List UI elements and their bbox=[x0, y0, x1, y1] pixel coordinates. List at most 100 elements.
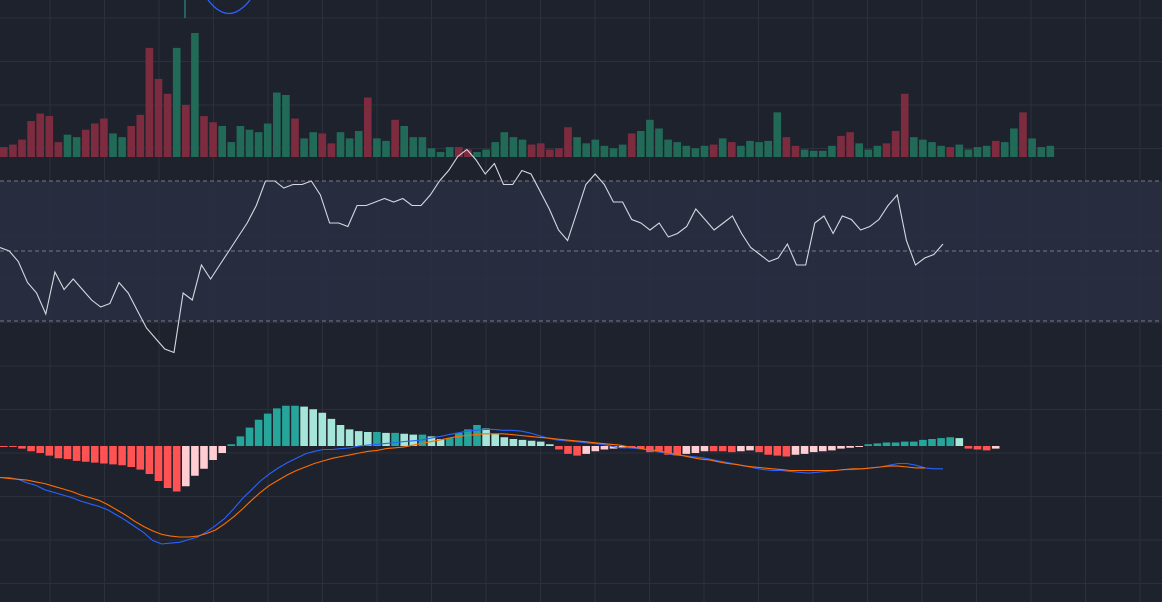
macd-histogram-bar bbox=[445, 438, 454, 446]
macd-histogram-bar bbox=[336, 425, 345, 446]
volume-bar bbox=[354, 130, 363, 157]
volume-bar bbox=[464, 149, 472, 157]
macd-histogram-bar bbox=[464, 429, 472, 446]
volume-bar bbox=[1046, 145, 1055, 157]
volume-bar bbox=[1001, 142, 1009, 157]
volume-bar bbox=[209, 122, 217, 157]
macd-histogram-bar bbox=[691, 446, 700, 453]
macd-histogram-bar bbox=[637, 446, 645, 449]
volume-bar bbox=[500, 132, 509, 157]
volume-bar bbox=[809, 150, 818, 157]
volume-bar bbox=[846, 132, 854, 157]
macd-histogram-bar bbox=[600, 446, 609, 450]
volume-bar bbox=[600, 145, 609, 157]
macd-histogram-bar bbox=[318, 412, 327, 446]
volume-bar bbox=[919, 139, 927, 157]
volume-bar bbox=[318, 133, 327, 157]
macd-histogram-bar bbox=[819, 446, 827, 452]
volume-bar bbox=[127, 126, 135, 157]
macd-histogram-bar bbox=[245, 427, 254, 446]
macd-histogram-bar bbox=[254, 419, 263, 446]
macd-histogram-bar bbox=[482, 428, 490, 446]
volume-bar bbox=[145, 47, 154, 157]
macd-histogram-bar bbox=[928, 439, 936, 446]
volume-bar bbox=[436, 152, 445, 157]
macd-histogram-bar bbox=[910, 441, 918, 446]
volume-bar bbox=[1037, 147, 1045, 157]
macd-histogram-bar bbox=[564, 446, 572, 454]
volume-bar bbox=[764, 140, 772, 157]
macd-histogram-bar bbox=[782, 446, 791, 457]
volume-bar bbox=[100, 118, 108, 157]
volume-bar bbox=[45, 116, 54, 157]
volume-bar bbox=[400, 126, 408, 157]
macd-histogram-bar bbox=[455, 432, 463, 446]
macd-histogram-bar bbox=[400, 433, 408, 446]
macd-histogram-bar bbox=[618, 446, 627, 448]
macd-histogram-bar bbox=[81, 446, 90, 462]
volume-bar bbox=[118, 137, 126, 157]
macd-histogram-bar bbox=[937, 438, 945, 446]
macd-histogram-bar bbox=[582, 446, 590, 454]
volume-bar bbox=[582, 143, 590, 157]
macd-histogram-bar bbox=[800, 446, 809, 454]
volume-bar bbox=[518, 139, 527, 157]
macd-histogram-bar bbox=[655, 446, 663, 453]
volume-bar bbox=[36, 113, 44, 157]
macd-histogram-bar bbox=[509, 439, 518, 446]
macd-histogram-bar bbox=[846, 446, 854, 448]
macd-histogram-bar bbox=[100, 446, 108, 464]
macd-histogram-bar bbox=[536, 441, 545, 446]
volume-bar bbox=[227, 142, 236, 157]
macd-histogram-bar bbox=[373, 432, 381, 446]
volume-bar bbox=[482, 149, 490, 157]
macd-histogram-bar bbox=[718, 446, 727, 452]
macd-histogram-bar bbox=[327, 418, 336, 446]
volume-bar bbox=[273, 92, 281, 157]
volume-bar bbox=[1010, 128, 1018, 157]
macd-histogram-bar bbox=[145, 446, 154, 474]
macd-histogram-bar bbox=[191, 446, 199, 476]
macd-histogram-bar bbox=[172, 446, 181, 492]
volume-bar bbox=[891, 130, 900, 157]
macd-line bbox=[0, 428, 943, 545]
volume-bar bbox=[291, 118, 299, 157]
macd-histogram-bar bbox=[200, 446, 208, 469]
volume-bar bbox=[900, 93, 909, 157]
macd-histogram-bar bbox=[527, 440, 536, 446]
volume-bar bbox=[637, 130, 645, 157]
macd-histogram-bar bbox=[746, 446, 754, 451]
macd-histogram-bar bbox=[891, 442, 900, 446]
macd-histogram-bar bbox=[436, 439, 445, 446]
volume-bar bbox=[527, 144, 536, 157]
price-panel bbox=[184, 0, 251, 18]
volume-bar bbox=[445, 147, 454, 157]
volume-bar bbox=[254, 132, 263, 157]
macd-histogram-bar bbox=[227, 444, 236, 446]
volume-bar bbox=[172, 47, 181, 157]
macd-histogram-bar bbox=[273, 408, 281, 446]
volume-bar bbox=[819, 150, 827, 157]
macd-histogram-bar bbox=[154, 446, 163, 481]
macd-histogram-bar bbox=[91, 446, 99, 463]
volume-bar bbox=[782, 137, 791, 157]
volume-bar bbox=[218, 126, 226, 157]
volume-bar bbox=[746, 140, 754, 157]
volume-panel bbox=[0, 33, 1055, 157]
macd-panel bbox=[0, 405, 1000, 545]
macd-histogram-bar bbox=[737, 446, 745, 452]
macd-histogram-bar bbox=[555, 446, 563, 450]
volume-bar bbox=[873, 145, 882, 157]
macd-histogram-bar bbox=[900, 441, 909, 446]
macd-histogram-bar bbox=[773, 446, 782, 456]
macd-histogram-bar bbox=[946, 437, 954, 446]
volume-bar bbox=[72, 137, 81, 157]
volume-bar bbox=[800, 149, 809, 157]
volume-bar bbox=[937, 145, 945, 157]
volume-bar bbox=[882, 143, 891, 157]
volume-bar bbox=[263, 123, 272, 157]
volume-bar bbox=[928, 142, 936, 157]
volume-bar bbox=[618, 144, 627, 157]
volume-bar bbox=[536, 143, 545, 157]
